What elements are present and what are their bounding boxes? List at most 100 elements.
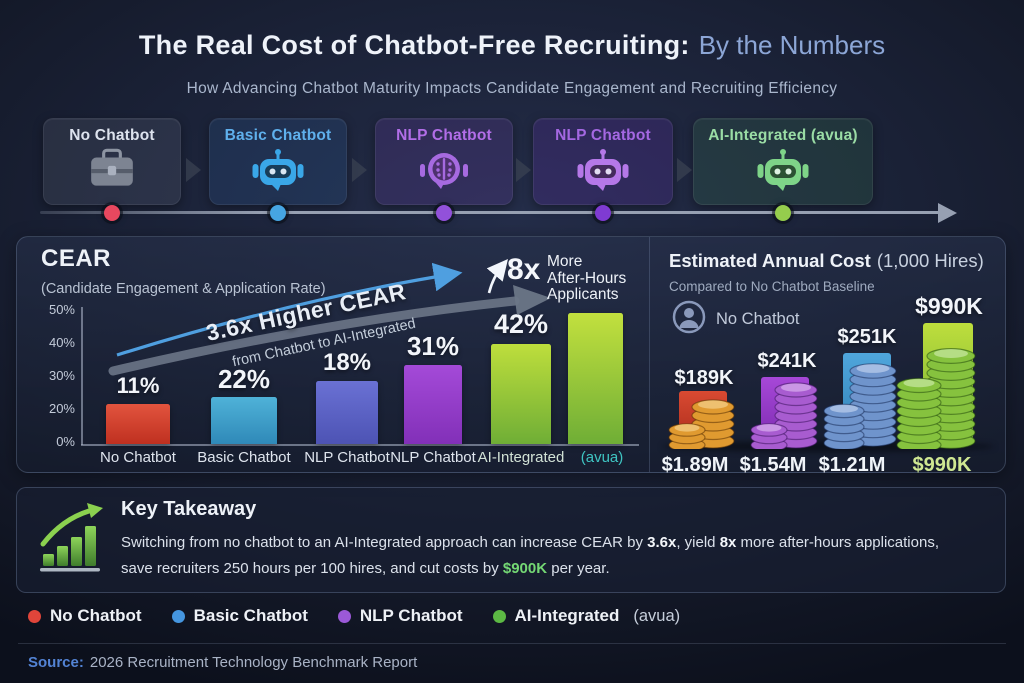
cost-panel-subtitle: Compared to No Chatbot Baseline xyxy=(669,279,875,294)
cost-top-label: $990K xyxy=(915,293,983,319)
robot-icon xyxy=(694,148,872,197)
cost-bottom-label: $1.21M xyxy=(818,454,886,476)
panel-divider xyxy=(649,237,650,472)
cear-chart-subtitle: (Candidate Engagement & Application Rate… xyxy=(41,281,326,297)
stage-label: NLP Chatbot xyxy=(555,127,651,144)
cost-bottom-label: $1.89M xyxy=(661,454,729,476)
chevron-right-icon xyxy=(516,158,531,182)
person-icon xyxy=(672,300,706,339)
footer-divider xyxy=(18,643,1006,644)
timeline-dot-ai-integrated xyxy=(775,205,791,221)
stage-label: No Chatbot xyxy=(69,127,155,144)
timeline-dot-basic-chatbot xyxy=(270,205,286,221)
legend-item-basic-chatbot: Basic Chatbot xyxy=(171,606,308,626)
cear-bar-nlp-chatbot-2 xyxy=(404,365,462,444)
cear-bar-nlp-chatbot xyxy=(316,381,378,444)
cost-top-label: $189K xyxy=(674,367,734,389)
legend-item-ai-integrated: AI-Integrated (avua) xyxy=(492,606,681,626)
robot-icon xyxy=(534,148,672,197)
after-hours-caption-line: Applicants xyxy=(547,286,619,303)
takeaway-segment: per year. xyxy=(547,560,610,577)
legend-label-suffix: (avua) xyxy=(633,606,681,625)
baseline-row: No Chatbot xyxy=(672,300,799,339)
stage-card-nlp-chatbot-2: NLP Chatbot xyxy=(533,118,673,205)
cost-title-main: Estimated Annual Cost xyxy=(669,250,871,271)
y-axis-tick: 20% xyxy=(48,401,75,416)
y-axis-tick: 0% xyxy=(56,434,75,449)
chevron-right-icon xyxy=(677,158,692,182)
orange-coin-stack xyxy=(668,399,735,449)
cear-bar-no-chatbot xyxy=(106,404,170,444)
cost-bottom-label: $990K xyxy=(912,454,972,476)
cost-title-suffix: (1,000 Hires) xyxy=(876,250,984,271)
legend-label: AI-Integrated xyxy=(514,606,620,625)
stage-label: Basic Chatbot xyxy=(224,127,332,144)
baseline-label: No Chatbot xyxy=(716,310,800,328)
timeline-arrowhead-icon xyxy=(938,203,957,223)
page-subtitle: How Advancing Chatbot Maturity Impacts C… xyxy=(186,80,838,97)
after-hours-caption-line: After-Hours xyxy=(547,269,627,287)
stage-card-no-chatbot: No Chatbot xyxy=(43,118,181,205)
chevron-right-icon xyxy=(186,158,201,182)
cear-value-label: 42% xyxy=(493,309,549,339)
cost-bottom-label: $1.54M xyxy=(739,454,807,476)
cear-chart-title: CEAR xyxy=(41,245,112,272)
source-text: 2026 Recruitment Technology Benchmark Re… xyxy=(89,654,418,671)
key-takeaway-box: Key Takeaway Switching from no chatbot t… xyxy=(16,487,1006,593)
takeaway-segment: save recruiters 250 hours per 100 hires,… xyxy=(121,560,503,577)
green-coin-stack xyxy=(896,348,976,449)
page-title: The Real Cost of Chatbot-Free Recruiting… xyxy=(0,30,1024,61)
small-up-arrow-icon xyxy=(486,259,508,294)
blue-coin-stack xyxy=(823,363,897,449)
cost-top-label: $241K xyxy=(757,350,817,372)
cear-category-label: AI-Integrated xyxy=(477,449,565,466)
takeaway-title: Key Takeaway xyxy=(121,498,257,520)
legend-label: NLP Chatbot xyxy=(359,606,463,625)
robot-icon xyxy=(210,148,346,197)
legend-dot xyxy=(337,609,351,623)
takeaway-highlight: 3.6x xyxy=(647,534,677,551)
source-line: Source: 2026 Recruitment Technology Bench… xyxy=(28,654,417,671)
cear-category-label: Basic Chatbot xyxy=(197,449,291,466)
purple-coin-stack xyxy=(750,382,818,449)
stage-card-basic-chatbot: Basic Chatbot xyxy=(209,118,347,205)
stage-card-ai-integrated: AI-Integrated (avua) xyxy=(693,118,873,205)
cost-panel-title: Estimated Annual Cost (1,000 Hires) xyxy=(669,250,984,272)
charts-panel: CEAR (Candidate Engagement & Application… xyxy=(16,236,1006,476)
takeaway-savings-highlight: $900K xyxy=(502,560,548,577)
takeaway-text: Switching from no chatbot to an AI-Integ… xyxy=(121,530,1001,582)
legend-item-nlp-chatbot: NLP Chatbot xyxy=(337,606,463,626)
stage-label: AI-Integrated (avua) xyxy=(708,127,858,144)
legend-item-no-chatbot: No Chatbot xyxy=(28,606,142,626)
legend-dot xyxy=(492,609,506,623)
timeline-dot-no-chatbot xyxy=(104,205,120,221)
timeline-axis xyxy=(40,211,940,214)
legend: No Chatbot Basic Chatbot NLP Chatbot AI-… xyxy=(28,606,680,626)
cear-bar-ai-integrated xyxy=(491,344,551,444)
briefcase-icon xyxy=(44,148,180,195)
cost-top-label: $251K xyxy=(837,326,897,348)
after-hours-caption-line: More xyxy=(547,253,583,270)
cear-bar-basic-chatbot xyxy=(211,397,277,444)
legend-dot xyxy=(28,609,41,623)
cear-value-label: 18% xyxy=(322,349,372,376)
coin-stacks xyxy=(668,348,976,449)
brain-robot-icon xyxy=(376,148,512,197)
title-main: The Real Cost of Chatbot-Free Recruiting… xyxy=(138,30,690,60)
y-axis-tick: 40% xyxy=(48,335,75,350)
after-hours-multiplier: 8x xyxy=(507,253,541,286)
after-hours-caption: More After-Hours Applicants xyxy=(547,253,627,304)
cear-value-label: 11% xyxy=(116,373,160,398)
legend-label: No Chatbot xyxy=(50,606,142,625)
takeaway-segment: more after-hours applications, xyxy=(736,534,939,551)
cear-category-label: NLP Chatbot xyxy=(304,449,390,466)
legend-label: Basic Chatbot xyxy=(193,606,308,625)
cear-category-label: NLP Chatbot xyxy=(390,449,476,466)
y-axis-tick: 50% xyxy=(48,302,75,317)
cear-bar-avua xyxy=(568,313,623,444)
takeaway-highlight: 8x xyxy=(719,534,737,551)
source-label: Source: xyxy=(28,654,84,671)
takeaway-segment: , yield xyxy=(676,534,720,551)
title-accent: By the Numbers xyxy=(698,30,886,60)
